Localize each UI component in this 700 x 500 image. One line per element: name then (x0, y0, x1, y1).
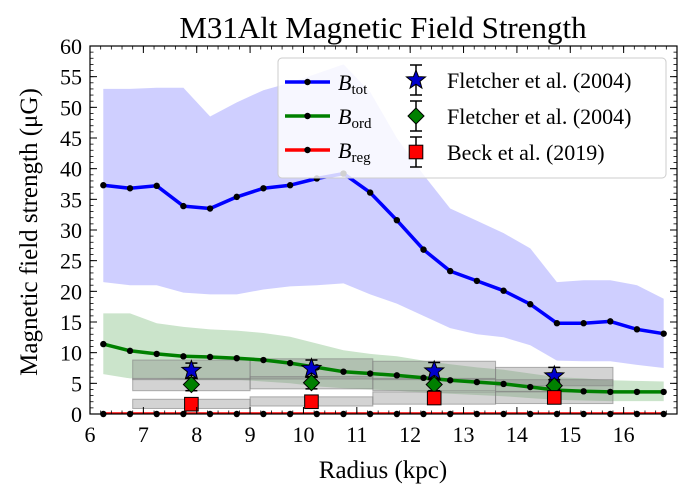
point-ord (366, 370, 374, 377)
point-tot (233, 193, 240, 201)
point-ord (126, 347, 134, 355)
point-ord (527, 383, 534, 391)
band-tot (103, 64, 664, 369)
obs-marker-diamond (182, 375, 201, 394)
plot-inner (102, 64, 664, 414)
point-ord (260, 356, 267, 364)
obs-marker-star (300, 357, 323, 378)
y-axis-label: Magnetic field strength (μG) (16, 88, 43, 376)
chart-title: M31Alt Magnetic Field Strength (179, 10, 587, 45)
obs-marker-square (304, 394, 319, 410)
point-tot (633, 326, 641, 333)
x-tick-label: 9 (245, 422, 256, 447)
obs-marker-star (180, 359, 203, 380)
y-tick-label: 60 (60, 34, 82, 59)
legend-label-tot: Btot (338, 70, 368, 98)
point-ord (607, 388, 614, 396)
x-tick-label: 14 (506, 422, 528, 447)
legend: Btot Bord Breg Fletcher et al. (2004) Fletch… (277, 57, 667, 179)
legend-marker-star (405, 68, 427, 90)
obs-marker-square (546, 390, 562, 405)
x-tick-label: 15 (559, 422, 581, 447)
point-ord (420, 374, 427, 382)
legend-dot (304, 78, 311, 86)
point-ord (500, 380, 507, 388)
point-ord (580, 388, 587, 395)
point-ord (447, 377, 454, 384)
legend-dot (304, 146, 311, 154)
obs-marker-diamond (302, 374, 321, 392)
y-tick-label: 30 (60, 218, 82, 243)
legend-marker-square (408, 144, 424, 160)
point-ord (206, 353, 214, 361)
x-tick-label: 7 (138, 422, 149, 447)
point-tot (206, 205, 214, 212)
y-tick-label: 25 (60, 249, 82, 274)
point-ord (180, 353, 187, 360)
point-tot (660, 330, 667, 337)
y-tick-label: 20 (60, 279, 82, 304)
x-tick-label: 11 (346, 422, 367, 447)
y-tick-label: 35 (60, 187, 82, 212)
point-tot (500, 287, 507, 294)
point-tot (607, 318, 614, 325)
point-tot (580, 320, 587, 327)
point-ord (633, 388, 641, 396)
point-tot (260, 185, 267, 192)
y-tick-label: 15 (60, 310, 82, 335)
y-tick-label: 5 (71, 371, 82, 396)
point-ord (286, 359, 294, 367)
point-ord (660, 388, 667, 396)
line-tot (103, 171, 664, 336)
point-tot (366, 189, 374, 196)
point-tot (527, 301, 534, 308)
point-tot (100, 182, 107, 189)
y-tick-label: 40 (60, 157, 82, 182)
legend-label-reg: Breg (338, 138, 371, 166)
obs-marker-square (426, 390, 442, 406)
point-tot (553, 320, 561, 327)
legend-label-obs: Beck et al. (2019) (447, 140, 605, 165)
obs-marker-square (184, 396, 199, 412)
x-tick-label: 13 (453, 422, 475, 447)
point-tot (153, 182, 160, 190)
y-tick-label: 0 (71, 402, 82, 427)
legend-marker-diamond (407, 107, 425, 125)
y-tick-label: 10 (60, 341, 82, 366)
point-ord (393, 372, 401, 379)
point-tot (286, 182, 294, 189)
point-tot (126, 185, 134, 192)
plot-area: 6 7 8 9 10 11 12 13 14 15 16 0 5 10 15 20 25 30 35 40 45 50 55… (60, 34, 678, 447)
legend-box (277, 57, 667, 179)
y-tick-label: 55 (60, 65, 82, 90)
point-tot (447, 267, 454, 275)
legend-label-ord: Bord (338, 104, 372, 132)
y-tick-label: 45 (60, 126, 82, 151)
y-tick-label: 50 (60, 95, 82, 120)
legend-label-obs: Fletcher et al. (2004) (447, 68, 632, 93)
x-tick-label: 12 (399, 422, 421, 447)
point-tot (393, 216, 401, 224)
point-ord (473, 378, 481, 386)
legend-dot (304, 112, 311, 120)
x-tick-label: 16 (613, 422, 635, 447)
legend-label-obs: Fletcher et al. (2004) (447, 104, 632, 129)
x-tick-label: 8 (191, 422, 202, 447)
point-ord (233, 354, 240, 362)
obs-marker-star (423, 359, 446, 381)
point-tot (473, 277, 481, 285)
point-ord (153, 350, 160, 358)
x-tick-label: 6 (85, 422, 96, 447)
point-tot (420, 246, 427, 253)
x-tick-label: 10 (292, 422, 314, 447)
x-axis-label: Radius (kpc) (319, 457, 447, 484)
point-ord (100, 340, 107, 348)
line-ord (102, 342, 664, 394)
point-tot (180, 202, 187, 210)
point-ord (340, 368, 347, 375)
